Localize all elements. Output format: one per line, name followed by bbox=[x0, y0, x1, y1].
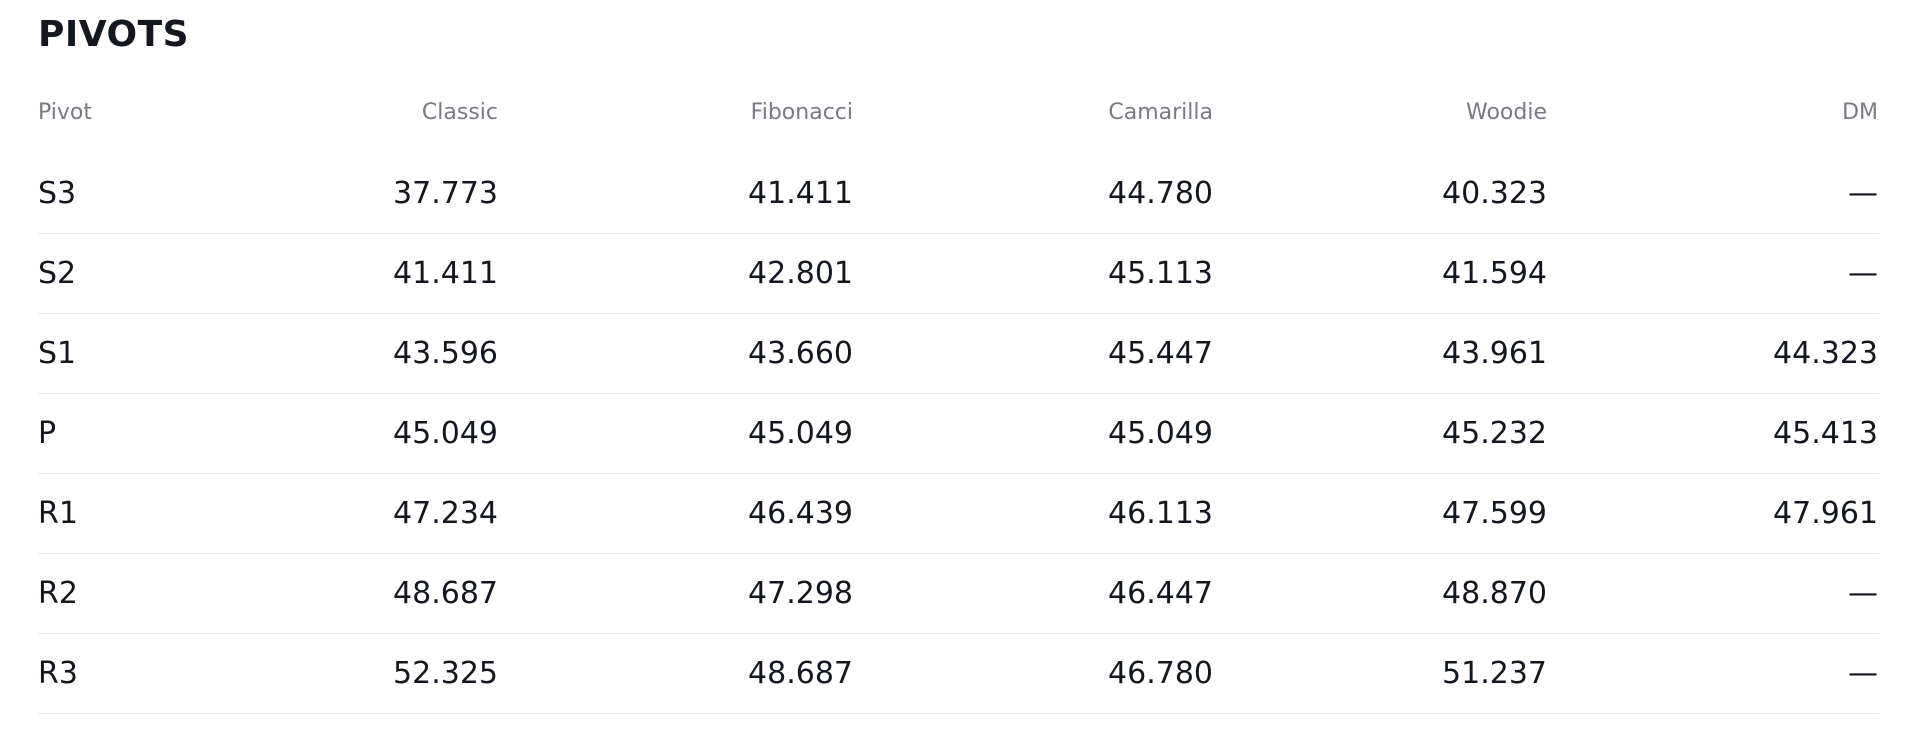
cell-camarilla: 45.447 bbox=[853, 313, 1213, 394]
cell-woodie: 51.237 bbox=[1213, 633, 1547, 714]
cell-fibonacci: 48.687 bbox=[498, 633, 853, 714]
cell-woodie: 48.870 bbox=[1213, 553, 1547, 634]
cell-camarilla: 46.113 bbox=[853, 473, 1213, 554]
cell-camarilla: 45.113 bbox=[853, 233, 1213, 314]
cell-fibonacci: 43.660 bbox=[498, 313, 853, 394]
cell-woodie: 41.594 bbox=[1213, 233, 1547, 314]
table-row: S1 43.596 43.660 45.447 43.961 44.323 bbox=[38, 313, 1878, 394]
cell-woodie: 40.323 bbox=[1213, 154, 1547, 234]
cell-fibonacci: 46.439 bbox=[498, 473, 853, 554]
cell-camarilla: 44.780 bbox=[853, 154, 1213, 234]
cell-classic: 48.687 bbox=[158, 553, 498, 634]
table-header-row: Pivot Classic Fibonacci Camarilla Woodie… bbox=[38, 70, 1878, 154]
cell-pivot: S3 bbox=[38, 154, 158, 234]
cell-dm: — bbox=[1547, 233, 1878, 314]
column-header-pivot: Pivot bbox=[38, 99, 93, 125]
cell-fibonacci: 45.049 bbox=[498, 393, 853, 474]
cell-woodie: 47.599 bbox=[1213, 473, 1547, 554]
cell-fibonacci: 47.298 bbox=[498, 553, 853, 634]
cell-pivot: S2 bbox=[38, 233, 158, 314]
table-row: R2 48.687 47.298 46.447 48.870— bbox=[38, 553, 1878, 634]
table-row: R3 52.325 48.687 46.780 51.237— bbox=[38, 633, 1878, 714]
table-row: S3 37.773 41.411 44.780 40.323— bbox=[38, 154, 1878, 234]
column-header-classic: Classic bbox=[421, 99, 498, 125]
cell-dm: — bbox=[1547, 154, 1878, 234]
cell-fibonacci: 42.801 bbox=[498, 233, 853, 314]
cell-camarilla: 46.447 bbox=[853, 553, 1213, 634]
column-header-woodie: Woodie bbox=[1466, 99, 1547, 125]
cell-classic: 43.596 bbox=[158, 313, 498, 394]
cell-dm: — bbox=[1547, 553, 1878, 634]
cell-camarilla: 46.780 bbox=[853, 633, 1213, 714]
table-row: R1 47.234 46.439 46.113 47.599 47.961 bbox=[38, 473, 1878, 554]
column-header-dm: DM bbox=[1842, 99, 1878, 125]
cell-classic: 45.049 bbox=[158, 393, 498, 474]
panel-title: PIVOTS bbox=[38, 14, 190, 55]
cell-dm: — bbox=[1547, 633, 1878, 714]
table-row: P 45.049 45.049 45.049 45.232 45.413 bbox=[38, 393, 1878, 474]
cell-classic: 37.773 bbox=[158, 154, 498, 234]
cell-dm: 47.961 bbox=[1547, 473, 1878, 554]
table-row: S2 41.411 42.801 45.113 41.594— bbox=[38, 233, 1878, 314]
cell-woodie: 45.232 bbox=[1213, 393, 1547, 474]
cell-classic: 47.234 bbox=[158, 473, 498, 554]
cell-pivot: R1 bbox=[38, 473, 158, 554]
cell-camarilla: 45.049 bbox=[853, 393, 1213, 474]
pivots-panel: PIVOTS Pivot Classic Fibonacci Camarilla… bbox=[38, 0, 1878, 714]
cell-classic: 52.325 bbox=[158, 633, 498, 714]
cell-dm: 44.323 bbox=[1547, 313, 1878, 394]
column-header-fibonacci: Fibonacci bbox=[750, 99, 853, 125]
cell-pivot: R2 bbox=[38, 553, 158, 634]
cell-woodie: 43.961 bbox=[1213, 313, 1547, 394]
cell-pivot: R3 bbox=[38, 633, 158, 714]
column-header-camarilla: Camarilla bbox=[1108, 99, 1213, 125]
cell-dm: 45.413 bbox=[1547, 393, 1878, 474]
cell-pivot: S1 bbox=[38, 313, 158, 394]
cell-fibonacci: 41.411 bbox=[498, 154, 853, 234]
pivots-table: Pivot Classic Fibonacci Camarilla Woodie… bbox=[38, 70, 1878, 714]
cell-classic: 41.411 bbox=[158, 233, 498, 314]
cell-pivot: P bbox=[38, 393, 158, 474]
